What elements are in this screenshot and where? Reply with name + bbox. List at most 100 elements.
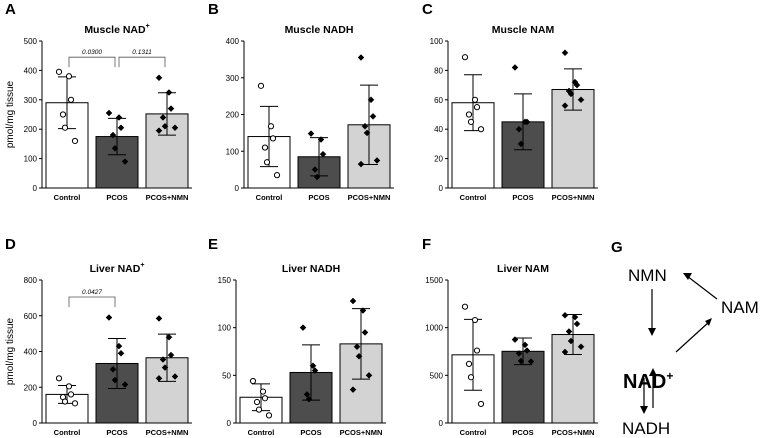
y-tick-label: 80: [434, 66, 443, 75]
data-point: [357, 160, 365, 168]
data-point: [473, 347, 481, 354]
data-point: [253, 398, 261, 406]
data-point: [257, 82, 265, 89]
data-point: [117, 349, 125, 357]
y-tick-label: 100: [218, 324, 232, 333]
data-point: [303, 391, 311, 398]
data-point: [523, 347, 531, 354]
data-point: [515, 125, 523, 133]
data-point: [249, 377, 257, 385]
data-point: [465, 111, 473, 118]
data-point: [319, 150, 327, 158]
data-point: [117, 124, 125, 132]
x-category-label: PCOS+NMN: [146, 428, 189, 437]
arrow-nam-to-nmn: [686, 275, 718, 300]
data-point: [313, 173, 321, 181]
arrowhead-nad-nam: [705, 318, 712, 326]
nad-plus-node: NAD+: [623, 369, 673, 393]
y-tick-label: 400: [24, 66, 38, 75]
data-point: [369, 112, 377, 120]
arrowhead-nad-nadh: [640, 406, 648, 414]
data-point: [165, 333, 173, 341]
panel-letter-g: G: [611, 239, 623, 256]
data-point: [105, 314, 113, 321]
x-category-label: Control: [54, 428, 81, 437]
x-category-label: PCOS: [512, 428, 533, 437]
data-point: [155, 127, 163, 135]
arrow-nad-to-nam: [675, 321, 710, 353]
data-point: [353, 343, 361, 351]
panel-letter: F: [422, 236, 431, 253]
data-point: [159, 114, 167, 121]
panel-letter: B: [208, 1, 219, 18]
p-value-label: 0.0300: [82, 49, 102, 56]
y-tick-label: 500: [24, 37, 38, 46]
x-category-label: PCOS: [512, 193, 533, 202]
y-tick-label: 50: [222, 371, 231, 380]
data-point: [367, 96, 375, 104]
data-point: [363, 129, 371, 137]
chart-panel-f: F Liver NAM 0 500 1000 1500 Control PCOS PCOS+NM…: [422, 236, 598, 437]
data-point: [465, 360, 473, 367]
data-point: [155, 74, 163, 82]
panel-letter: E: [208, 236, 218, 253]
data-point: [263, 159, 271, 166]
nadh-node: NADH: [622, 419, 670, 438]
data-point: [361, 122, 369, 130]
data-point: [167, 351, 175, 359]
data-point: [71, 400, 79, 407]
x-category-label: PCOS+NMN: [552, 193, 595, 202]
data-point: [373, 157, 381, 164]
x-category-label: Control: [460, 428, 487, 437]
x-category-label: PCOS: [308, 193, 329, 202]
y-tick-label: 100: [430, 37, 444, 46]
nam-node: NAM: [721, 298, 759, 317]
data-point: [477, 126, 485, 133]
data-point: [317, 136, 325, 143]
chart-panel-c: C Muscle NAM 0 20 40 60 80 100 Control PCOS PCOS+N…: [422, 1, 598, 202]
data-point: [115, 114, 123, 121]
data-point: [577, 96, 585, 104]
nad-plus-label: NAD: [623, 371, 666, 393]
chart-title-superscript: +: [140, 262, 144, 269]
pathway-diagram: G NMN NAM NAD+ NADH: [611, 239, 759, 438]
data-point: [171, 124, 179, 132]
data-point: [573, 81, 581, 89]
nad-plus-superscript: +: [666, 369, 673, 383]
x-category-label: Control: [248, 428, 275, 437]
y-axis-label: pmol/mg tissue: [5, 80, 16, 148]
data-point: [307, 130, 315, 137]
nmn-node: NMN: [628, 266, 667, 285]
data-point: [571, 313, 579, 321]
data-point: [161, 122, 169, 130]
data-point: [159, 356, 167, 363]
arrowhead-nam-nmn: [683, 273, 692, 280]
data-point: [115, 342, 123, 350]
data-point: [265, 412, 273, 419]
chart-title-text: Liver NAM: [497, 263, 549, 275]
data-point: [349, 297, 357, 305]
p-value-label: 0.0427: [82, 289, 102, 296]
significance-bracket: [68, 56, 116, 68]
x-category-label: PCOS+NMN: [552, 428, 595, 437]
y-tick-label: 300: [226, 74, 240, 83]
data-point: [111, 376, 119, 384]
significance-bracket: [118, 56, 166, 68]
y-tick-label: 0: [227, 419, 232, 428]
y-axis-label: pmol/mg tissue: [5, 317, 16, 385]
data-point: [255, 406, 263, 413]
chart-title-text: Muscle NAM: [492, 24, 555, 36]
chart-title-text: Liver NAD: [90, 263, 141, 275]
panel-letter: C: [422, 1, 433, 18]
data-point: [471, 316, 479, 324]
data-point: [273, 172, 281, 179]
x-category-label: Control: [256, 193, 283, 202]
chart-title-superscript: +: [146, 23, 150, 30]
data-point: [259, 388, 267, 395]
chart-title: Liver NADH: [282, 263, 340, 275]
chart-title: Liver NAD+: [90, 262, 145, 275]
data-point: [311, 367, 319, 374]
data-point: [155, 374, 163, 382]
chart-panel-b: B Muscle NADH 0 100 200 300 400 Control PCOS PCOS…: [208, 1, 394, 202]
